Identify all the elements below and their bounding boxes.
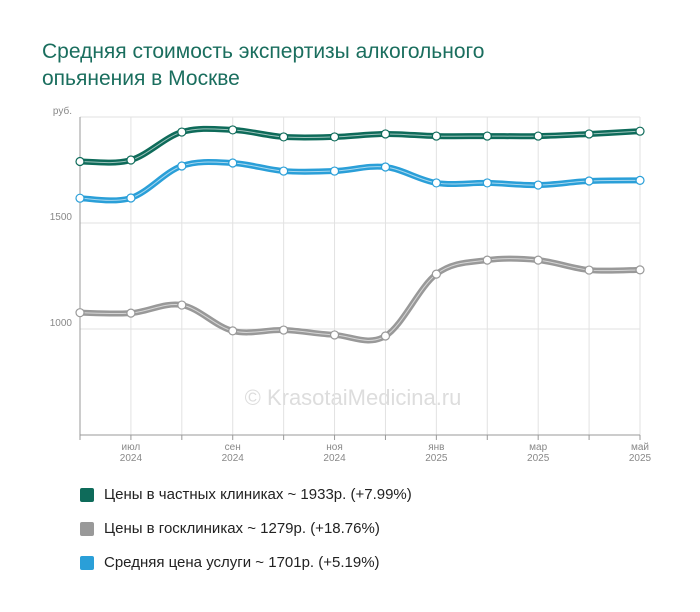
point [482,255,492,265]
point [75,308,85,318]
point [431,131,441,141]
y-tick-label: 1000 [50,318,73,329]
x-tick-label: 2025 [629,453,652,464]
point [75,193,85,203]
x-tick-label: мар [529,442,547,453]
point [635,175,645,185]
point [279,132,289,142]
x-tick-label: июл [122,442,141,453]
legend-label: Средняя цена услуги ~ 1701р. (+5.19%) [104,554,380,571]
point [177,161,187,171]
x-tick-label: ноя [326,442,343,453]
point [279,325,289,335]
x-tick-label: сен [225,442,241,453]
point [533,255,543,265]
point [75,156,85,167]
point [228,158,238,168]
series-line [77,255,643,344]
series-line [77,125,643,166]
point [584,129,594,139]
x-tick-label: 2025 [527,453,550,464]
x-tick-label: 2024 [222,453,245,464]
x-tick-label: янв [428,442,444,453]
point [380,162,391,172]
x-tick-label: 2024 [120,453,143,464]
point [329,132,340,142]
point [431,269,441,279]
legend-swatch [80,556,94,570]
chart-title: Средняя стоимость экспертизы алкогольног… [42,40,485,90]
point [126,308,136,318]
point [329,166,340,176]
point [228,326,238,336]
legend-swatch [80,488,94,502]
point [482,178,492,188]
series-line-inner [79,258,641,341]
point [380,331,391,341]
point [533,131,543,141]
point [380,129,391,139]
y-tick-label: 1500 [50,212,73,223]
point [126,155,136,165]
point [329,330,340,340]
point [482,131,492,141]
x-tick-label: май [631,442,649,453]
point [584,265,594,275]
point [431,178,441,188]
point [533,180,543,190]
point [177,300,187,310]
point [228,125,238,135]
point [635,126,645,136]
point [279,166,289,176]
legend-label: Цены в госклиниках ~ 1279р. (+18.76%) [104,520,380,537]
legend-swatch [80,522,94,536]
point [126,193,136,203]
x-tick-label: 2025 [425,453,448,464]
point [177,127,187,137]
point [584,176,594,186]
watermark: © KrasotaiMedicina.ru [245,385,462,410]
point [635,265,645,275]
y-tick-label: руб. [53,105,72,117]
legend-label: Цены в частных клиниках ~ 1933р. (+7.99%… [104,486,412,503]
x-tick-label: 2024 [323,453,346,464]
